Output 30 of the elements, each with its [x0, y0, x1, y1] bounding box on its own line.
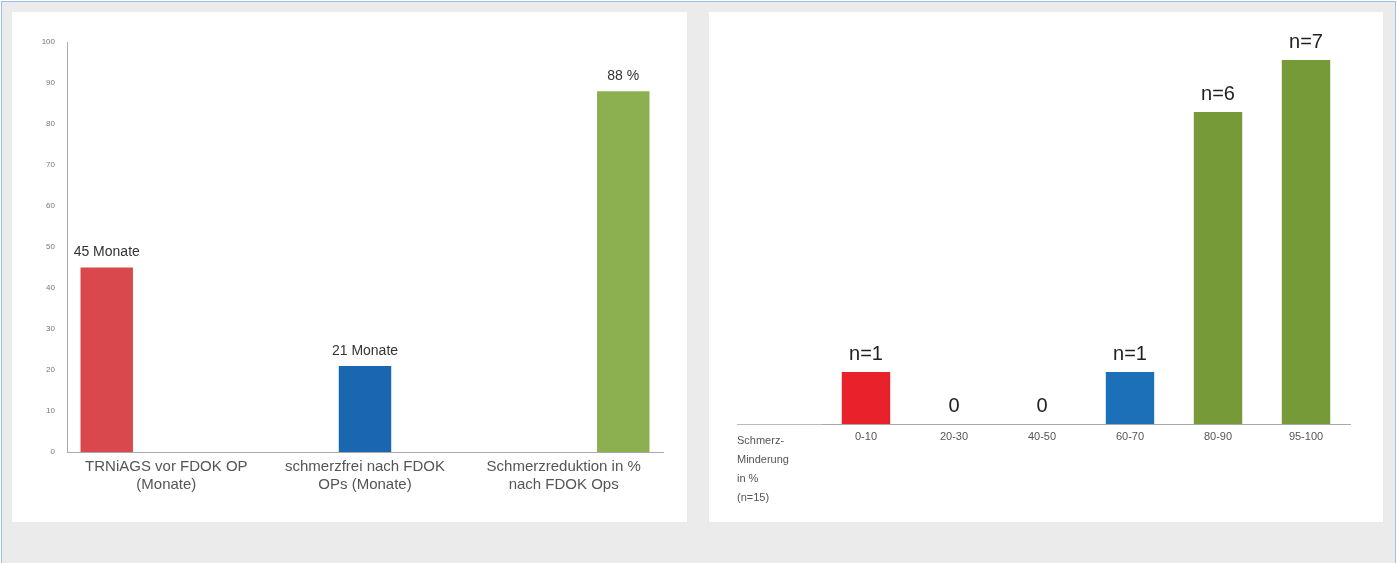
data-label: 0 [1036, 393, 1048, 416]
data-label: n=1 [849, 341, 883, 364]
data-label: 21 Monate [331, 341, 399, 358]
x-tick-label: 40-50 [1027, 429, 1057, 442]
y-tick-label: 40 [46, 283, 56, 293]
y-tick-label: 0 [50, 447, 56, 457]
data-label: n=1 [1113, 341, 1147, 364]
y-tick-label: 20 [46, 365, 56, 375]
data-label: 0 [948, 393, 960, 416]
x-tick-label: schmerzfrei nach FDOK OPs (Monate) [284, 457, 446, 493]
x-tick-label: 95-100 [1288, 429, 1324, 442]
data-label: 45 Monate [73, 243, 141, 260]
y-tick-label: 60 [46, 201, 56, 211]
y-tick-label: 10 [46, 406, 56, 416]
x-tick-label: Schmerzreduktion in % nach FDOK Ops [486, 457, 641, 493]
x-axis-title: Schmerz-Minderung in % (n=15) [737, 433, 790, 505]
data-label: n=7 [1289, 29, 1323, 52]
data-label: 88 % [607, 67, 640, 84]
y-tick-label: 50 [46, 242, 56, 252]
x-tick-label: 0-10 [854, 429, 878, 442]
y-tick-label: 100 [41, 37, 56, 47]
x-tick-label: TRNiAGS vor FDOK OP (Monate) [85, 457, 248, 493]
x-tick-label: 80-90 [1203, 429, 1233, 442]
data-label: n=6 [1201, 81, 1235, 104]
x-tick-label: 20-30 [939, 429, 969, 442]
y-tick-label: 80 [46, 119, 56, 129]
x-tick-label: 60-70 [1115, 429, 1145, 442]
y-tick-label: 70 [46, 160, 56, 170]
y-tick-label: 90 [46, 78, 56, 88]
y-tick-label: 30 [46, 324, 56, 334]
